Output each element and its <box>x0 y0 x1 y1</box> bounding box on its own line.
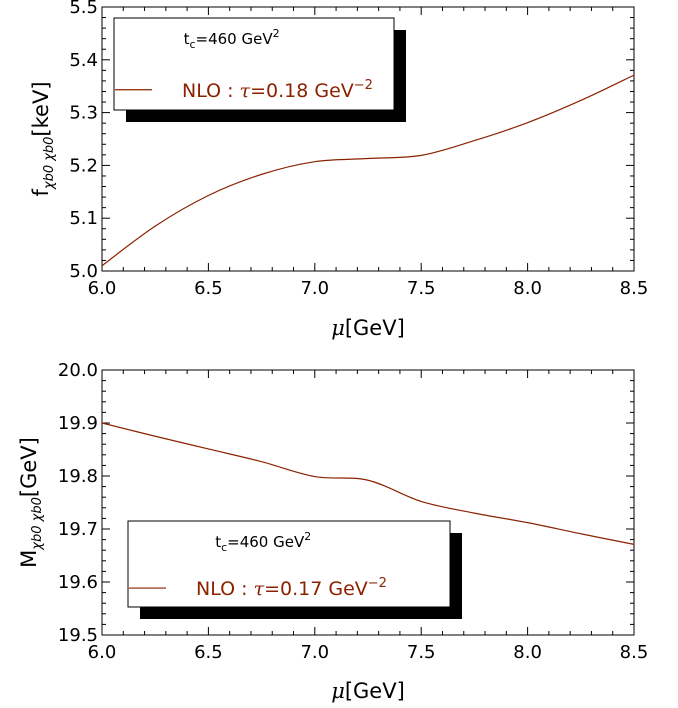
y-axis-label: fχb0 χb0[keV] <box>29 81 57 196</box>
top-chart-panel: 6.0 6.5 7.0 7.5 8.0 8.5 5.0 5.1 5.2 5.3 5.4 5.5 μ[Ge… <box>29 0 648 340</box>
y-tick-label: 5.4 <box>69 50 98 71</box>
legend-series-prefix: NLO : <box>196 578 254 600</box>
legend-header-value: =460 GeV <box>227 533 305 551</box>
y-tick-label: 5.5 <box>69 0 98 18</box>
legend-header-subscript: c <box>189 38 195 51</box>
x-tick-label: 6.0 <box>88 642 117 663</box>
legend-series-tau: τ <box>240 80 251 102</box>
y-axis-label-subscript: χb0 χb0 <box>30 497 45 551</box>
legend-box <box>113 17 395 111</box>
legend-header: tc=460 GeV2 <box>184 27 280 51</box>
x-axis-label-symbol: μ <box>331 316 345 340</box>
x-tick-label: 7.5 <box>407 642 436 663</box>
legend-series-value: =0.18 GeV <box>250 80 354 102</box>
x-tick-label: 6.5 <box>194 278 223 299</box>
series-line <box>101 422 635 545</box>
y-axis-label-main: M <box>17 550 41 568</box>
y-axis-label-unit: [GeV] <box>17 437 41 497</box>
y-axis-label-subscript: χb0 χb0 <box>42 137 57 191</box>
legend-series-tau: τ <box>254 578 265 600</box>
legend-header-value: =460 GeV <box>196 30 274 48</box>
x-tick-label: 8.0 <box>513 278 542 299</box>
x-tick-label: 8.5 <box>620 278 649 299</box>
y-tick-label: 5.2 <box>69 155 98 176</box>
x-axis-label-symbol: μ <box>331 679 345 703</box>
y-axis-label-unit: [keV] <box>29 81 53 136</box>
legend-series-superscript: −2 <box>368 576 387 591</box>
legend-header-superscript: 2 <box>304 530 311 543</box>
legend-header: tc=460 GeV2 <box>215 530 311 554</box>
legend-series-prefix: NLO : <box>182 80 240 102</box>
legend-series-value: =0.17 GeV <box>264 578 368 600</box>
legend-header-subscript: c <box>221 541 227 554</box>
legend-series-label: NLO : τ=0.18 GeV−2 <box>182 78 373 102</box>
legend-header-superscript: 2 <box>273 27 280 40</box>
legend: tc=460 GeV2 NLO : τ=0.18 GeV−2 <box>113 17 406 122</box>
legend-box <box>127 520 451 608</box>
x-tick-label: 7.0 <box>300 278 329 299</box>
y-tick-label: 5.0 <box>69 261 98 282</box>
legend-series-superscript: −2 <box>354 78 373 93</box>
y-tick-label: 19.7 <box>58 519 98 540</box>
bottom-chart-panel: 6.0 6.5 7.0 7.5 8.0 8.5 19.5 19.6 19.7 19.8 19.9 20… <box>17 360 648 703</box>
y-axis-label-main: f <box>29 189 53 197</box>
x-tick-label: 7.0 <box>300 642 329 663</box>
y-tick-label: 19.5 <box>58 625 98 646</box>
x-axis-label: μ[GeV] <box>331 316 405 340</box>
legend-header-base: t <box>215 533 221 551</box>
x-axis-label-unit: [GeV] <box>345 679 405 703</box>
x-axis-label-unit: [GeV] <box>345 316 405 340</box>
x-tick-label: 7.5 <box>407 278 436 299</box>
legend-series-label: NLO : τ=0.17 GeV−2 <box>196 576 387 600</box>
y-tick-label: 19.6 <box>58 572 98 593</box>
y-tick-label: 5.1 <box>69 208 98 229</box>
y-tick-label: 19.9 <box>58 413 98 434</box>
x-tick-label: 6.5 <box>194 642 223 663</box>
legend-header-base: t <box>184 30 190 48</box>
x-tick-label: 6.0 <box>88 278 117 299</box>
plot-frame <box>101 6 635 272</box>
x-tick-label: 8.0 <box>513 642 542 663</box>
y-axis-label: Mχb0 χb0[GeV] <box>17 437 45 568</box>
x-axis-label: μ[GeV] <box>331 679 405 703</box>
series-line <box>101 74 635 267</box>
y-tick-label: 5.3 <box>69 103 98 124</box>
plot-frame <box>101 369 635 636</box>
legend: tc=460 GeV2 NLO : τ=0.17 GeV−2 <box>127 520 462 619</box>
x-tick-label: 8.5 <box>620 642 649 663</box>
y-tick-label: 20.0 <box>58 360 98 381</box>
y-tick-label: 19.8 <box>58 466 98 487</box>
